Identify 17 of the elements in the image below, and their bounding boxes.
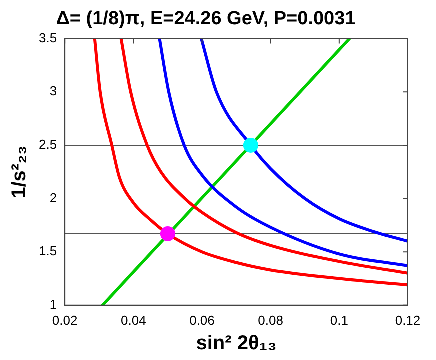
chart-title: Δ= (1/8)π, E=24.26 GeV, P=0.0031 bbox=[56, 8, 356, 30]
line-series bbox=[158, 38, 408, 268]
x-axis-title: sin² 2θ₁₃ bbox=[196, 332, 277, 355]
y-tick-label: 3.5 bbox=[38, 30, 58, 46]
x-tick-label: 0.12 bbox=[395, 312, 421, 328]
x-tick-label: 0.02 bbox=[52, 312, 78, 328]
y-tick-label: 1 bbox=[50, 296, 58, 312]
y-tick-label: 2.5 bbox=[38, 137, 58, 152]
x-tick-label: 0.1 bbox=[330, 312, 348, 328]
y-tick-label: 3 bbox=[50, 84, 58, 99]
x-tick-label: 0.06 bbox=[190, 312, 215, 328]
x-tick-label: 0.08 bbox=[258, 312, 284, 328]
line-series bbox=[200, 38, 408, 243]
y-axis-title: 1/s²₂₃ bbox=[8, 146, 31, 198]
y-tick-label: 2 bbox=[50, 190, 58, 206]
y-tick-label: 1.5 bbox=[38, 244, 58, 259]
x-tick-label: 0.04 bbox=[121, 312, 146, 328]
